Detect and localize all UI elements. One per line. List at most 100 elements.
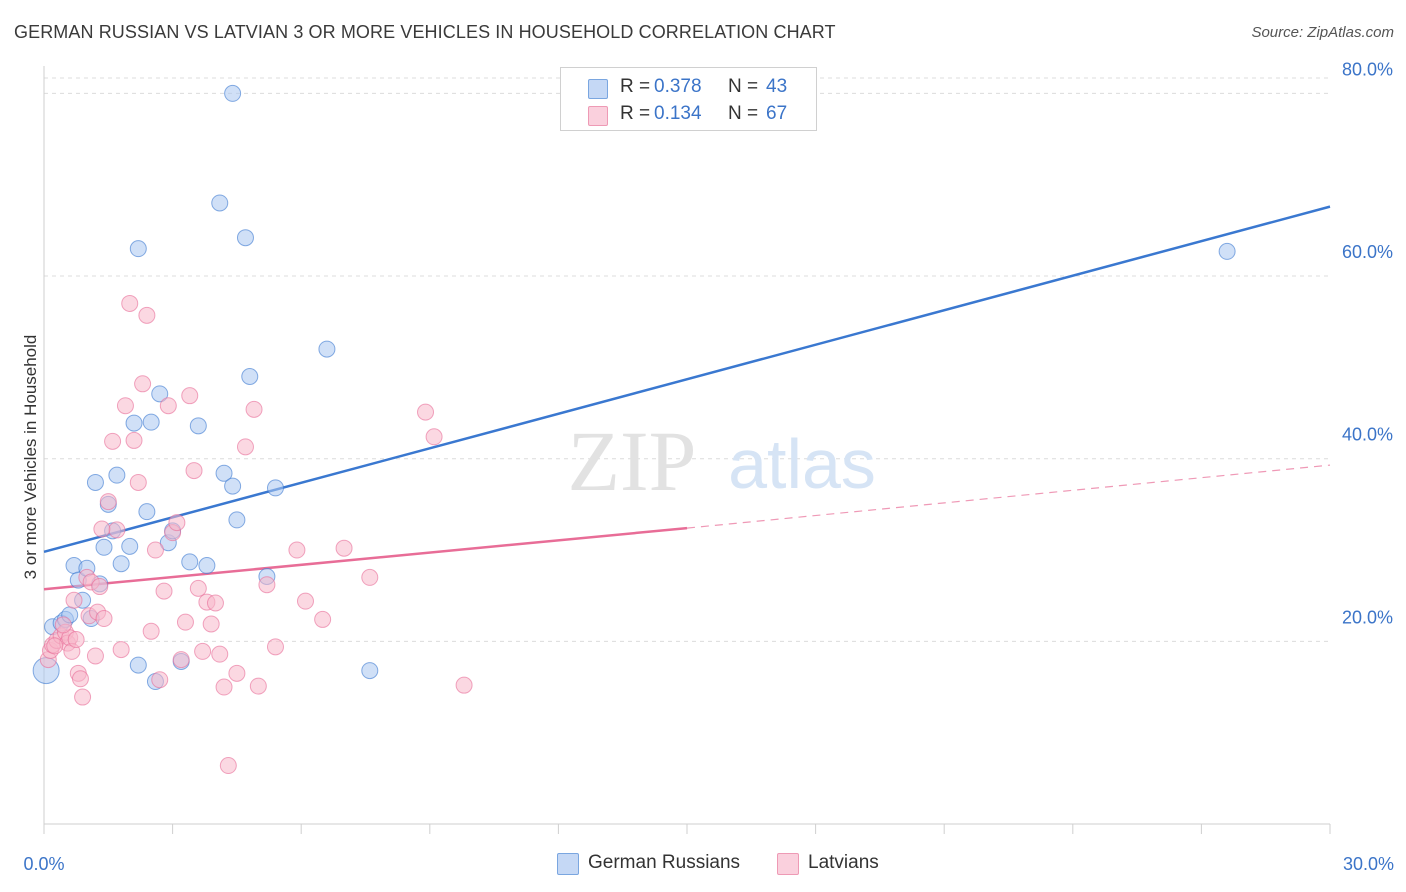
german-russians-point <box>241 368 259 386</box>
latvians-point <box>46 637 64 655</box>
german-russians-point <box>181 553 199 571</box>
latvians-point <box>417 403 435 421</box>
latvians-point <box>236 438 254 456</box>
legend-r-label: R = <box>620 103 651 124</box>
bottom-legend-label: Latvians <box>808 852 879 873</box>
german-russians-point <box>1218 242 1236 260</box>
german-russians-point <box>361 662 379 680</box>
latvians-point <box>425 428 443 446</box>
german-russians-point <box>266 479 284 497</box>
german-russians-point <box>228 511 246 529</box>
german-russians-point <box>129 240 147 258</box>
latvians-point <box>258 576 276 594</box>
german-russians-point <box>318 340 336 358</box>
latvians-point <box>335 539 353 557</box>
bottom-legend-label: German Russians <box>588 852 741 873</box>
y-tick-label: 80.0% <box>1342 59 1393 79</box>
german-russians-point <box>189 417 207 435</box>
latvians-point <box>134 375 152 393</box>
latvians-point <box>168 514 186 532</box>
legend-n-value: 67 <box>766 103 788 124</box>
bottom-legend-swatch-pink <box>777 853 799 875</box>
latvians-point <box>202 615 220 633</box>
source-credit: Source: ZipAtlas.com <box>1251 24 1394 41</box>
latvians-point <box>71 670 89 688</box>
latvians-point <box>266 638 284 656</box>
latvians-point <box>194 642 212 660</box>
latvians-point <box>142 622 160 640</box>
y-axis-label: 3 or more Vehicles in Household <box>21 334 40 580</box>
latvians-point <box>99 493 117 511</box>
bottom-legend-swatch-blue <box>557 853 579 875</box>
german-russians-point <box>108 466 126 484</box>
latvians-point <box>159 397 177 415</box>
german-russians-point <box>138 503 156 521</box>
german-russians-point <box>125 414 143 432</box>
latvians-point <box>67 631 85 649</box>
latvians-point <box>104 432 122 450</box>
watermark-zip: ZIP <box>568 413 697 509</box>
x-tick-label: 0.0% <box>23 854 64 874</box>
legend-swatch-blue <box>588 79 608 99</box>
latvians-point <box>146 541 164 559</box>
latvians-point <box>74 688 92 706</box>
latvians-point <box>95 610 113 628</box>
data-points <box>32 84 1236 775</box>
axes <box>43 66 1331 834</box>
latvians-point <box>93 520 111 538</box>
legend-r-label: R = <box>620 76 651 97</box>
latvians-point <box>215 678 233 696</box>
correlation-legend: R = 0.378 N = 43 R = 0.134 N = 67 <box>560 67 817 131</box>
x-tick-label: 30.0% <box>1343 854 1394 874</box>
german-russians-point <box>211 194 229 212</box>
latvians-point <box>296 592 314 610</box>
latvians-trend-extension <box>686 464 1331 529</box>
latvians-point <box>112 641 130 659</box>
german-russians-point <box>86 473 104 491</box>
legend-r-value: 0.378 <box>654 76 702 97</box>
latvians-point <box>176 613 194 631</box>
legend-n-value: 43 <box>766 76 788 97</box>
latvians-point <box>65 591 83 609</box>
latvians-point <box>249 677 267 695</box>
y-tick-label: 60.0% <box>1342 242 1393 262</box>
latvians-point <box>121 294 139 312</box>
latvians-point <box>129 473 147 491</box>
latvians-point <box>288 541 306 559</box>
latvians-point <box>314 610 332 628</box>
latvians-trend-line <box>43 526 688 591</box>
german-russians-point <box>142 413 160 431</box>
german-russians-point <box>224 84 242 102</box>
latvians-point <box>125 431 143 449</box>
latvians-point <box>219 757 237 775</box>
gridlines <box>44 77 1330 642</box>
latvians-point <box>185 462 203 480</box>
latvians-point <box>155 582 173 600</box>
latvians-point <box>91 578 109 596</box>
german-russians-point <box>198 557 216 575</box>
latvians-point <box>172 651 190 669</box>
german-russians-point <box>236 229 254 247</box>
latvians-point <box>86 647 104 665</box>
latvians-point <box>228 664 246 682</box>
tick-labels: 20.0% 40.0% 60.0% 80.0% 0.0% 30.0% <box>23 59 1394 874</box>
german-russians-point <box>112 555 130 573</box>
german-russians-trend-line <box>43 205 1331 554</box>
chart-title: GERMAN RUSSIAN VS LATVIAN 3 OR MORE VEHI… <box>14 22 836 42</box>
legend-r-value: 0.134 <box>654 103 702 124</box>
latvians-point <box>116 397 134 415</box>
latvians-point <box>245 400 263 418</box>
latvians-point <box>151 671 169 689</box>
watermark-atlas: atlas <box>728 425 876 503</box>
latvians-point <box>189 579 207 597</box>
latvians-point <box>138 306 156 324</box>
latvians-point <box>361 568 379 586</box>
german-russians-point <box>121 537 139 555</box>
latvians-point <box>108 521 126 539</box>
y-tick-label: 20.0% <box>1342 607 1393 627</box>
german-russians-point <box>95 538 113 556</box>
legend-n-label: N = <box>728 103 759 124</box>
latvians-point <box>206 594 224 612</box>
latvians-point <box>54 616 72 634</box>
